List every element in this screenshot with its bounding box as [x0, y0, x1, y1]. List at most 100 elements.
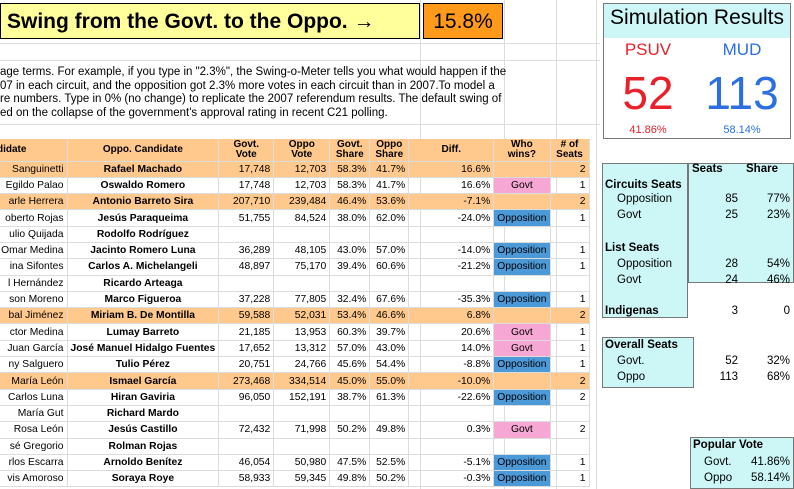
who-wins-cell[interactable] [493, 372, 551, 390]
govt-share-cell[interactable]: 50.2% [329, 421, 371, 439]
oppo-share-cell[interactable]: 67.6% [369, 291, 410, 309]
opp-candidate-cell[interactable]: Marco Figueroa [67, 291, 220, 309]
oppo-share-cell[interactable] [369, 275, 410, 292]
govt-share-cell[interactable] [329, 226, 371, 243]
govt-share-cell[interactable]: 45.6% [329, 356, 371, 374]
seat-count-cell[interactable]: 1 [550, 340, 590, 358]
oppo-vote-cell[interactable]: 75,170 [273, 258, 331, 276]
govt-vote-cell[interactable]: 17,748 [218, 161, 275, 178]
govt-share-cell[interactable] [329, 438, 371, 455]
opp-candidate-cell[interactable]: Hiran Gaviria [67, 389, 220, 406]
diff-cell[interactable]: 14.0% [408, 340, 495, 358]
govt-share-cell[interactable] [329, 275, 371, 292]
seat-count-cell[interactable] [550, 226, 590, 243]
govt-candidate-cell[interactable]: bal Jiménez [0, 307, 68, 325]
govt-vote-cell[interactable]: 20,751 [218, 356, 275, 374]
oppo-share-cell[interactable]: 53.6% [369, 193, 410, 211]
who-wins-cell[interactable]: Govt [493, 323, 551, 341]
opp-candidate-cell[interactable]: José Manuel Hidalgo Fuentes [67, 340, 220, 358]
who-wins-cell[interactable]: Govt [493, 421, 551, 439]
who-wins-cell[interactable]: Opposition [493, 454, 551, 472]
govt-vote-cell[interactable]: 17,652 [218, 340, 275, 358]
oppo-share-cell[interactable] [369, 405, 410, 423]
seat-count-cell[interactable]: 1 [550, 470, 590, 488]
seat-count-cell[interactable]: 2 [550, 389, 590, 406]
opp-candidate-cell[interactable]: Lumay Barreto [67, 323, 220, 341]
govt-share-cell[interactable]: 38.7% [329, 389, 371, 406]
govt-vote-cell[interactable]: 59,588 [218, 307, 275, 325]
govt-share-cell[interactable]: 43.0% [329, 242, 371, 260]
seat-count-cell[interactable]: 1 [550, 291, 590, 309]
oppo-vote-cell[interactable] [273, 226, 331, 243]
govt-candidate-cell[interactable]: l Hernández [0, 275, 68, 292]
seat-count-cell[interactable]: 2 [550, 421, 590, 439]
govt-vote-cell[interactable]: 96,050 [218, 389, 275, 406]
oppo-vote-cell[interactable]: 12,703 [273, 177, 331, 195]
diff-cell[interactable]: 0.3% [408, 421, 495, 439]
diff-cell[interactable]: -5.1% [408, 454, 495, 472]
diff-cell[interactable]: -14.0% [408, 242, 495, 260]
opp-candidate-cell[interactable]: Carlos A. Michelangeli [67, 258, 220, 276]
oppo-share-cell[interactable]: 61.3% [369, 389, 410, 406]
govt-vote-cell[interactable]: 37,228 [218, 291, 275, 309]
who-wins-cell[interactable] [493, 161, 551, 178]
govt-candidate-cell[interactable]: Egildo Palao [0, 177, 68, 195]
govt-candidate-cell[interactable]: son Moreno [0, 291, 68, 309]
oppo-vote-cell[interactable]: 152,191 [273, 389, 331, 406]
seat-count-cell[interactable]: 1 [550, 323, 590, 341]
who-wins-cell[interactable]: Opposition [493, 258, 551, 276]
opp-candidate-cell[interactable]: Miriam B. De Montilla [67, 307, 220, 325]
oppo-vote-cell[interactable] [273, 275, 331, 292]
oppo-vote-cell[interactable]: 71,998 [273, 421, 331, 439]
who-wins-cell[interactable] [493, 193, 551, 211]
govt-candidate-cell[interactable]: sé Gregorio [0, 438, 68, 455]
who-wins-cell[interactable] [493, 275, 551, 292]
govt-vote-cell[interactable] [218, 226, 275, 243]
diff-cell[interactable] [408, 226, 495, 243]
seat-count-cell[interactable]: 2 [550, 372, 590, 390]
oppo-vote-cell[interactable]: 77,805 [273, 291, 331, 309]
swing-input[interactable]: 15.8% [423, 3, 503, 39]
diff-cell[interactable]: -7.1% [408, 193, 495, 211]
who-wins-cell[interactable]: Opposition [493, 356, 551, 374]
govt-vote-cell[interactable]: 273,468 [218, 372, 275, 390]
govt-candidate-cell[interactable]: ulio Quijada [0, 226, 68, 243]
govt-vote-cell[interactable]: 207,710 [218, 193, 275, 211]
oppo-vote-cell[interactable]: 12,703 [273, 161, 331, 178]
diff-cell[interactable]: -24.0% [408, 209, 495, 227]
oppo-share-cell[interactable]: 57.0% [369, 242, 410, 260]
oppo-vote-cell[interactable]: 59,345 [273, 470, 331, 488]
govt-candidate-cell[interactable]: ny Salguero [0, 356, 68, 374]
diff-cell[interactable]: -21.2% [408, 258, 495, 276]
govt-candidate-cell[interactable]: vis Amoroso [0, 470, 68, 488]
govt-share-cell[interactable]: 53.4% [329, 307, 371, 325]
govt-share-cell[interactable]: 58.3% [329, 161, 371, 178]
govt-candidate-cell[interactable]: Carlos Luna [0, 389, 68, 406]
opp-candidate-cell[interactable]: Rodolfo Rodríguez [67, 226, 220, 243]
oppo-vote-cell[interactable]: 48,105 [273, 242, 331, 260]
opp-candidate-cell[interactable]: Soraya Roye [67, 470, 220, 488]
oppo-vote-cell[interactable]: 13,312 [273, 340, 331, 358]
who-wins-cell[interactable]: Opposition [493, 291, 551, 309]
oppo-share-cell[interactable]: 62.0% [369, 209, 410, 227]
opp-candidate-cell[interactable]: Arnoldo Benítez [67, 454, 220, 472]
govt-share-cell[interactable]: 57.0% [329, 340, 371, 358]
who-wins-cell[interactable]: Opposition [493, 389, 551, 406]
govt-candidate-cell[interactable]: ctor Medina [0, 323, 68, 341]
seat-count-cell[interactable]: 2 [550, 193, 590, 211]
govt-share-cell[interactable]: 32.4% [329, 291, 371, 309]
opp-candidate-cell[interactable]: Oswaldo Romero [67, 177, 220, 195]
govt-share-cell[interactable] [329, 405, 371, 423]
oppo-share-cell[interactable]: 39.7% [369, 323, 410, 341]
oppo-share-cell[interactable]: 41.7% [369, 161, 410, 178]
seat-count-cell[interactable]: 1 [550, 258, 590, 276]
oppo-vote-cell[interactable] [273, 438, 331, 455]
opp-candidate-cell[interactable]: Rolman Rojas [67, 438, 220, 455]
diff-cell[interactable]: -0.3% [408, 470, 495, 488]
opp-candidate-cell[interactable]: Rafael Machado [67, 161, 220, 178]
oppo-vote-cell[interactable]: 50,980 [273, 454, 331, 472]
oppo-vote-cell[interactable]: 84,524 [273, 209, 331, 227]
oppo-vote-cell[interactable]: 24,766 [273, 356, 331, 374]
govt-candidate-cell[interactable]: oberto Rojas [0, 209, 68, 227]
seat-count-cell[interactable]: 1 [550, 454, 590, 472]
